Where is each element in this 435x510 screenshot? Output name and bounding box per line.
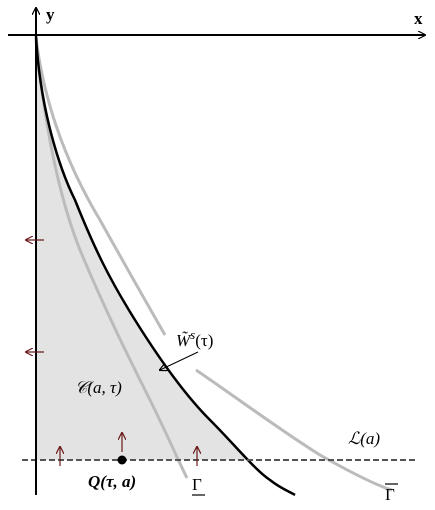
gamma-upper-label: Γ: [385, 485, 395, 504]
l-line-label: ℒ(a): [348, 429, 380, 448]
w-tilde-base: W̃: [176, 331, 192, 350]
gamma-lower-curve: [34, 39, 189, 479]
x-axis-label: x: [414, 9, 423, 28]
w-tilde-curve: [34, 35, 296, 497]
y-axis-label: y: [46, 5, 55, 24]
gamma-lower-label: Γ: [192, 475, 202, 494]
gamma-upper-curve: [34, 37, 167, 336]
q-point-label: Q(τ, a): [88, 472, 136, 491]
w-tilde-arg: (τ): [195, 331, 213, 350]
w-tilde-sup: s: [190, 327, 195, 342]
q-point: [117, 455, 127, 465]
w-tilde-label: W̃s(τ): [176, 327, 213, 350]
pointer: [160, 351, 199, 370]
shaded-region: [36, 36, 248, 460]
gamma-upper-curve-tail: [195, 368, 393, 492]
c-region-label: 𝒞(a, τ): [75, 378, 122, 397]
